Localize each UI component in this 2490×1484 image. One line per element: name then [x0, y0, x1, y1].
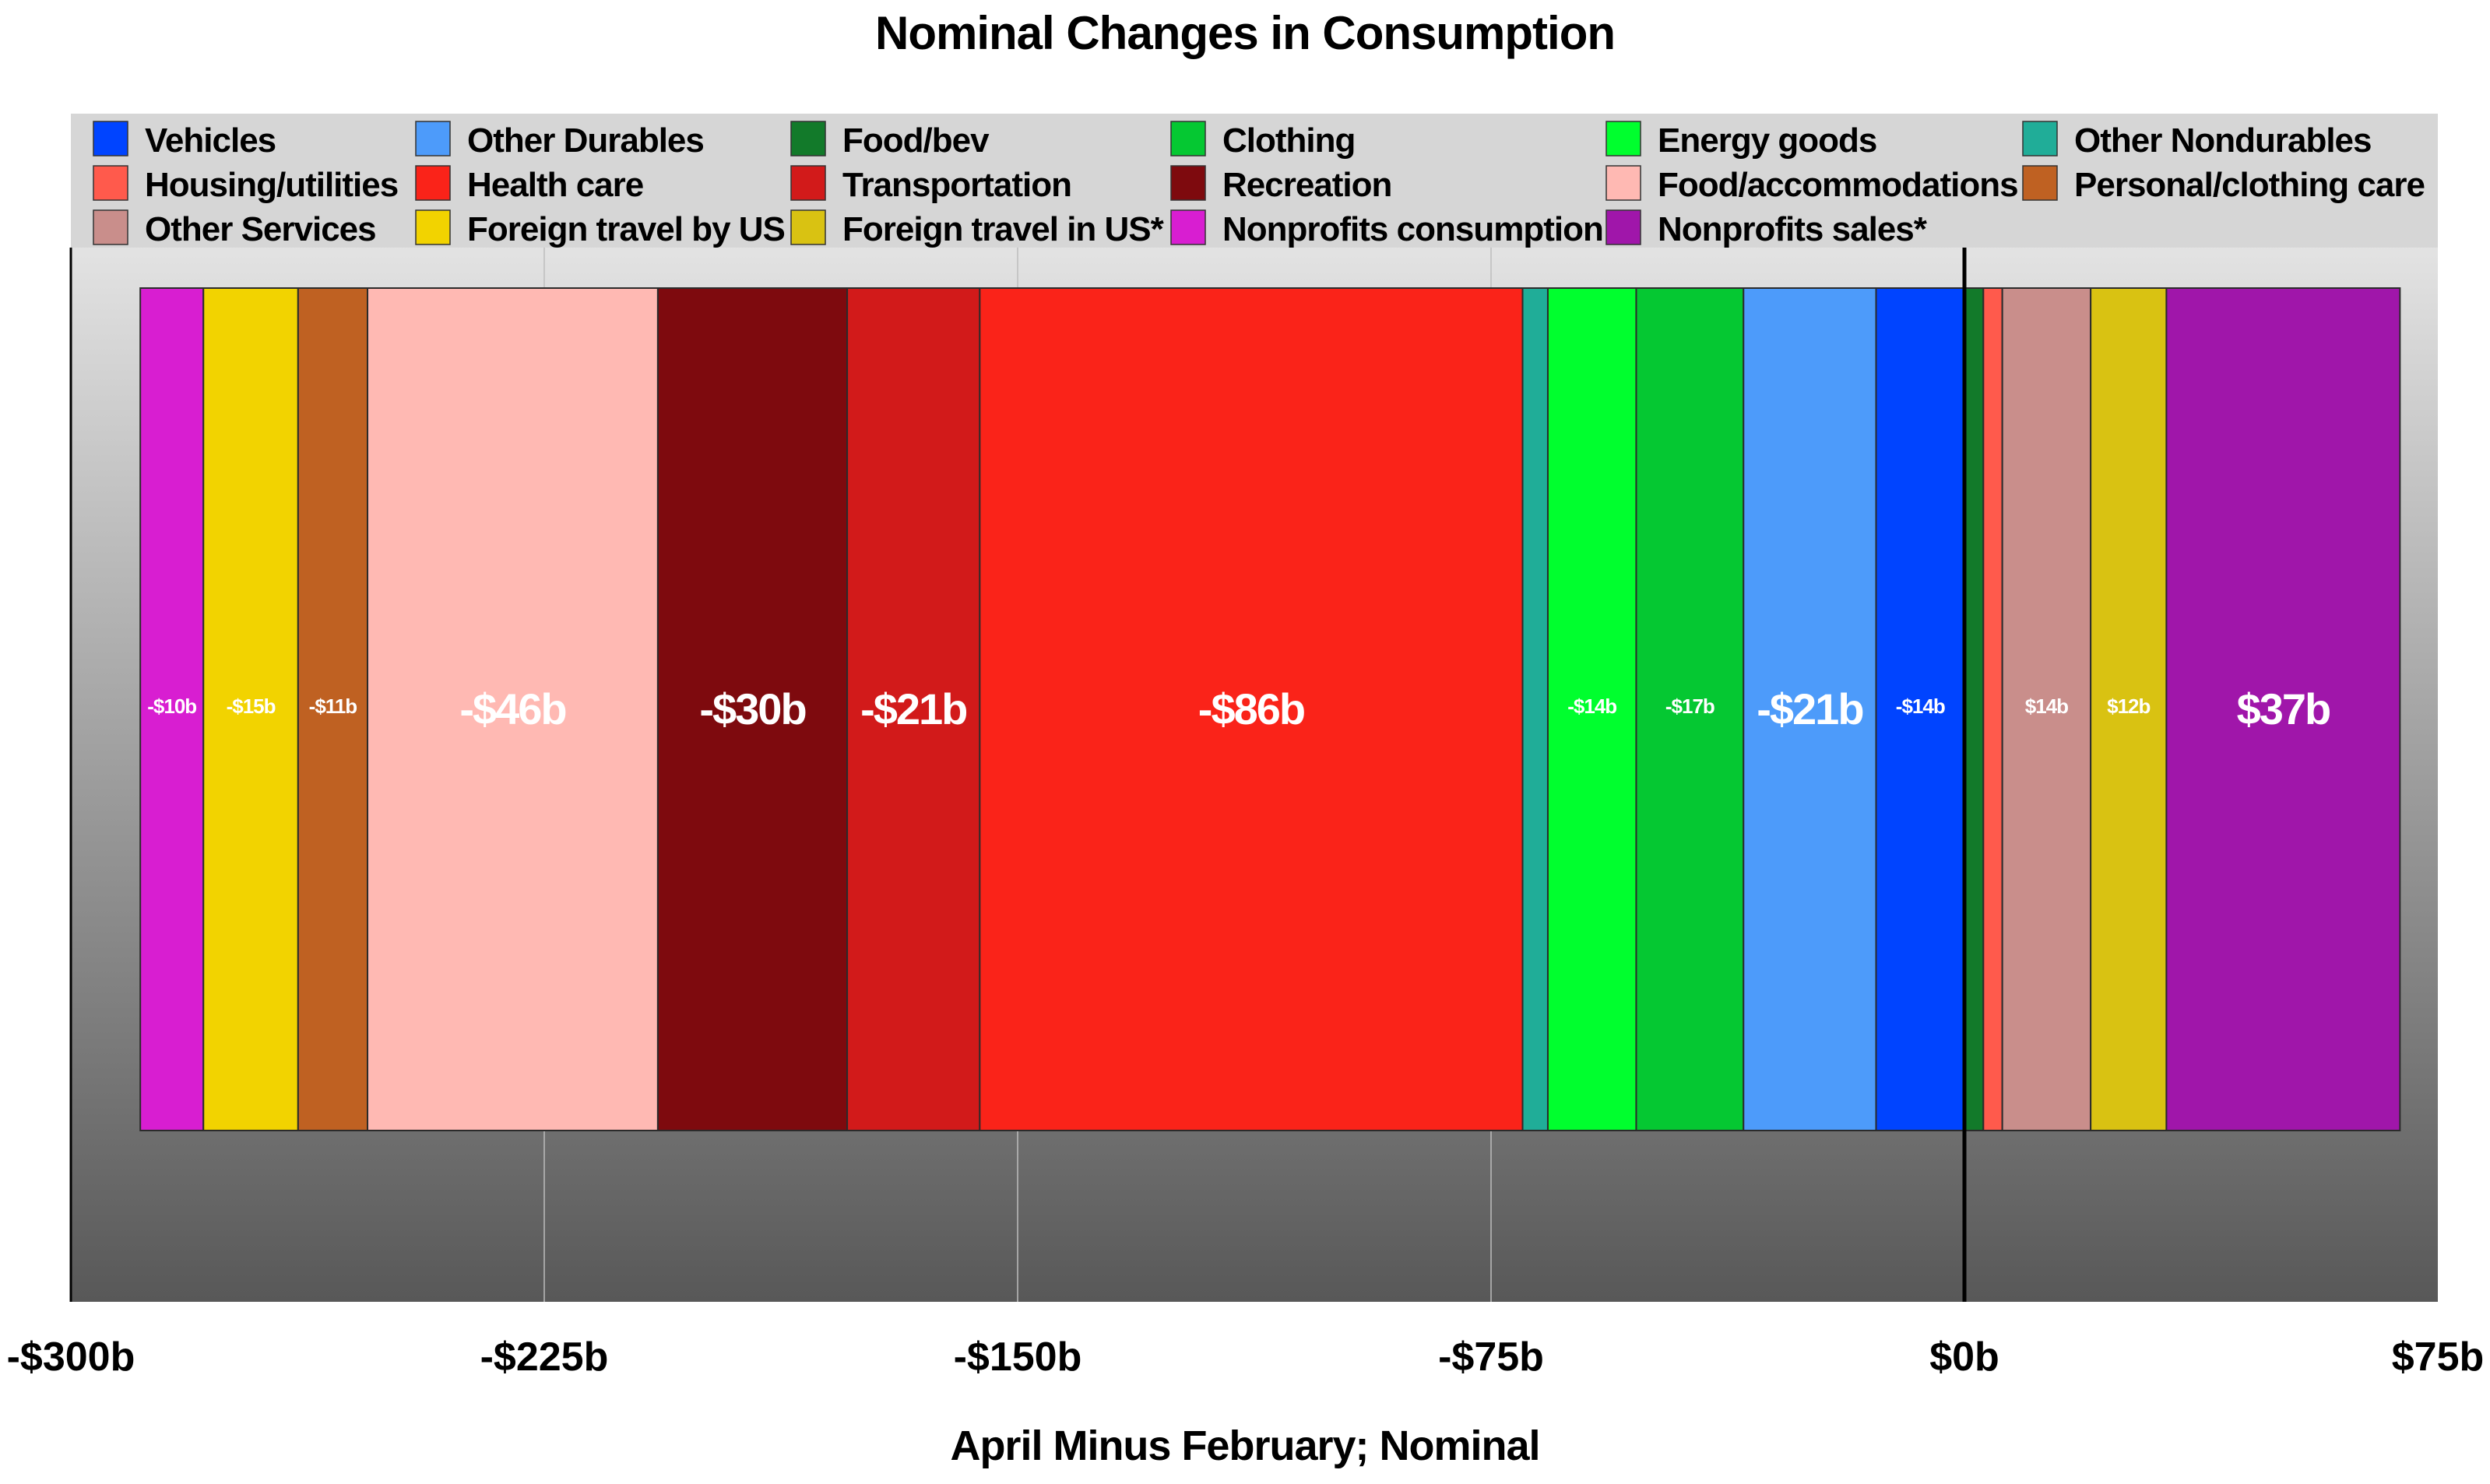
bar-segment	[2090, 287, 2168, 1131]
legend-swatch	[415, 209, 451, 245]
bar-label: -$14b	[1567, 695, 1616, 718]
bar-segment	[1964, 287, 1985, 1131]
legend-swatch	[1605, 165, 1641, 201]
legend: Vehicles Other Durables Food/bev Clothing En…	[93, 121, 2425, 248]
legend-label: Housing/utilities	[145, 166, 398, 204]
legend-label: Food/accommodations	[1658, 166, 2018, 204]
legend-label: Transportation	[842, 166, 1071, 204]
bar-label: -$30b	[699, 684, 805, 733]
legend-swatch	[93, 165, 128, 201]
bar-labels: -$10b -$15b -$11b -$46b -$30b -$21b -$86b -$14b…	[147, 684, 2331, 733]
legend-label: Foreign travel by US	[467, 210, 785, 248]
bar-segment	[1982, 287, 2003, 1131]
legend-swatch	[2022, 121, 2058, 156]
legend-label: Clothing	[1222, 121, 1355, 160]
bar-segment	[846, 287, 981, 1131]
legend-label: Foreign travel in US*	[842, 210, 1165, 248]
bar-segment	[1546, 287, 1637, 1131]
bar-label: -$17b	[1665, 695, 1715, 718]
x-axis-label: April Minus February; Nominal	[950, 1422, 1540, 1469]
x-tick-label: -$225b	[480, 1335, 609, 1380]
bar-segment	[1743, 287, 1877, 1131]
legend-label: Nonprofits consumption	[1222, 210, 1603, 248]
x-tick-label: $75b	[2392, 1335, 2485, 1380]
legend-swatch	[1170, 209, 1206, 245]
legend-swatch	[415, 121, 451, 156]
bar-segment	[2165, 287, 2401, 1131]
bar-label: $37b	[2237, 684, 2330, 733]
bar-segment	[979, 287, 1524, 1131]
legend-label: Recreation	[1222, 166, 1391, 204]
bar-segment	[1635, 287, 1745, 1131]
legend-swatch	[93, 209, 128, 245]
bar-label: $14b	[2025, 695, 2068, 718]
legend-label: Energy goods	[1658, 121, 1876, 160]
x-tick-label: -$75b	[1438, 1335, 1544, 1380]
legend-swatch	[790, 209, 826, 245]
bar-segment	[367, 287, 659, 1131]
legend-label: Health care	[467, 166, 643, 204]
bar-segment	[2001, 287, 2092, 1131]
legend-swatch	[2022, 165, 2058, 201]
legend-label: Other Services	[145, 210, 376, 248]
x-tick-label: $0b	[1929, 1335, 1999, 1380]
bar-segment	[1875, 287, 1965, 1131]
legend-swatch	[1170, 165, 1206, 201]
legend-label: Other Nondurables	[2074, 121, 2372, 160]
x-tick-label: -$150b	[954, 1335, 1082, 1380]
legend-swatch	[1605, 121, 1641, 156]
bar-label: -$10b	[147, 695, 196, 718]
bar-label: -$14b	[1896, 695, 1945, 718]
legend-label: Other Durables	[467, 121, 704, 160]
chart-title: Nominal Changes in Consumption	[874, 7, 1616, 59]
bar-label: -$21b	[1757, 684, 1862, 733]
bar-label: -$21b	[860, 684, 966, 733]
legend-swatch	[1605, 209, 1641, 245]
bar-segment	[202, 287, 299, 1131]
legend-label: Nonprofits sales*	[1658, 210, 1928, 248]
bar-segments	[139, 287, 2401, 1131]
legend-swatch	[1170, 121, 1206, 156]
bar-segment	[297, 287, 369, 1131]
legend-label: Personal/clothing care	[2074, 166, 2425, 204]
bar-label: -$11b	[309, 695, 357, 718]
bar-label: -$86b	[1198, 684, 1304, 733]
legend-swatch	[790, 165, 826, 201]
legend-swatch	[93, 121, 128, 156]
legend-swatch	[790, 121, 826, 156]
bar-segment	[1521, 287, 1549, 1131]
bar-segment	[656, 287, 849, 1131]
x-tick-label: -$300b	[7, 1335, 135, 1380]
x-axis-ticks: -$300b -$225b -$150b -$75b $0b $75b	[7, 1335, 2485, 1380]
legend-label: Vehicles	[145, 121, 276, 160]
bar-label: -$15b	[227, 695, 276, 718]
legend-swatch	[415, 165, 451, 201]
bar-label: $12b	[2107, 695, 2150, 718]
bar-label: -$46b	[459, 684, 565, 733]
legend-label: Food/bev	[842, 121, 990, 160]
